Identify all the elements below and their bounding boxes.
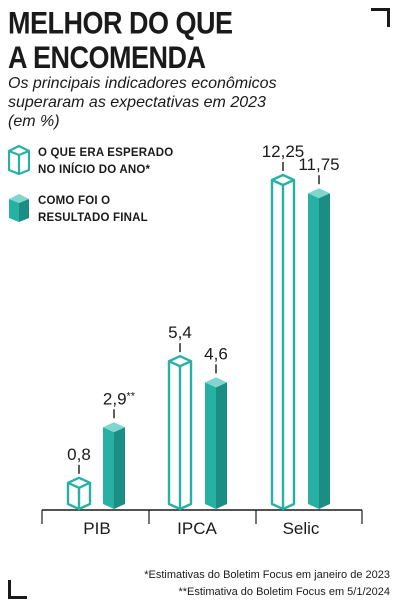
x-tick-label-selic: Selic xyxy=(283,519,320,538)
x-tick-label-ipca: IPCA xyxy=(177,519,217,538)
data-label-expected-ipca: 5,4 xyxy=(168,323,192,342)
title-line-2: A ENCOMENDA xyxy=(8,40,206,76)
footnote-expected-source: *Estimativas do Boletim Focus em janeiro… xyxy=(144,569,390,581)
chart-title: MELHOR DO QUE A ENCOMENDA xyxy=(8,6,233,75)
data-label-expected-pib: 0,8 xyxy=(67,445,91,464)
legend-filled-box-icon xyxy=(9,194,29,222)
corner-mark-bottom-left xyxy=(8,580,27,599)
x-tick-label-pib: PIB xyxy=(83,519,110,538)
bar-actual-pib xyxy=(103,427,114,509)
bar-actual-ipca xyxy=(205,382,216,509)
legend-item-actual: COMO FOI O RESULTADO FINAL xyxy=(8,193,178,227)
legend-label-expected: O QUE ERA ESPERADO NO INÍCIO DO ANO* xyxy=(38,147,174,176)
data-label-actual-ipca: 4,6 xyxy=(204,344,228,363)
legend-label-actual: COMO FOI O RESULTADO FINAL xyxy=(38,195,148,224)
legend-outline-box-icon xyxy=(8,145,30,175)
chart-subtitle: Os principais indicadores econômicos sup… xyxy=(8,75,277,130)
corner-mark-top-right xyxy=(371,8,390,27)
bar-actual-selic-side xyxy=(319,193,330,509)
data-label-actual-selic: 11,75 xyxy=(298,155,339,174)
bar-actual-ipca-side xyxy=(216,382,227,509)
title-line-1: MELHOR DO QUE xyxy=(8,6,233,41)
data-label-actual-pib: 2,9** xyxy=(103,389,136,408)
bar-actual-pib-side xyxy=(114,427,125,509)
footnote-final-source: **Estimativa do Boletim Focus em 5/1/202… xyxy=(178,586,390,598)
data-label-expected-selic: 12,25 xyxy=(262,142,305,161)
bar-actual-selic xyxy=(308,193,319,509)
legend-item-expected: O QUE ERA ESPERADO NO INÍCIO DO ANO* xyxy=(8,145,178,179)
footnotes: *Estimativas do Boletim Focus em janeiro… xyxy=(144,567,390,601)
